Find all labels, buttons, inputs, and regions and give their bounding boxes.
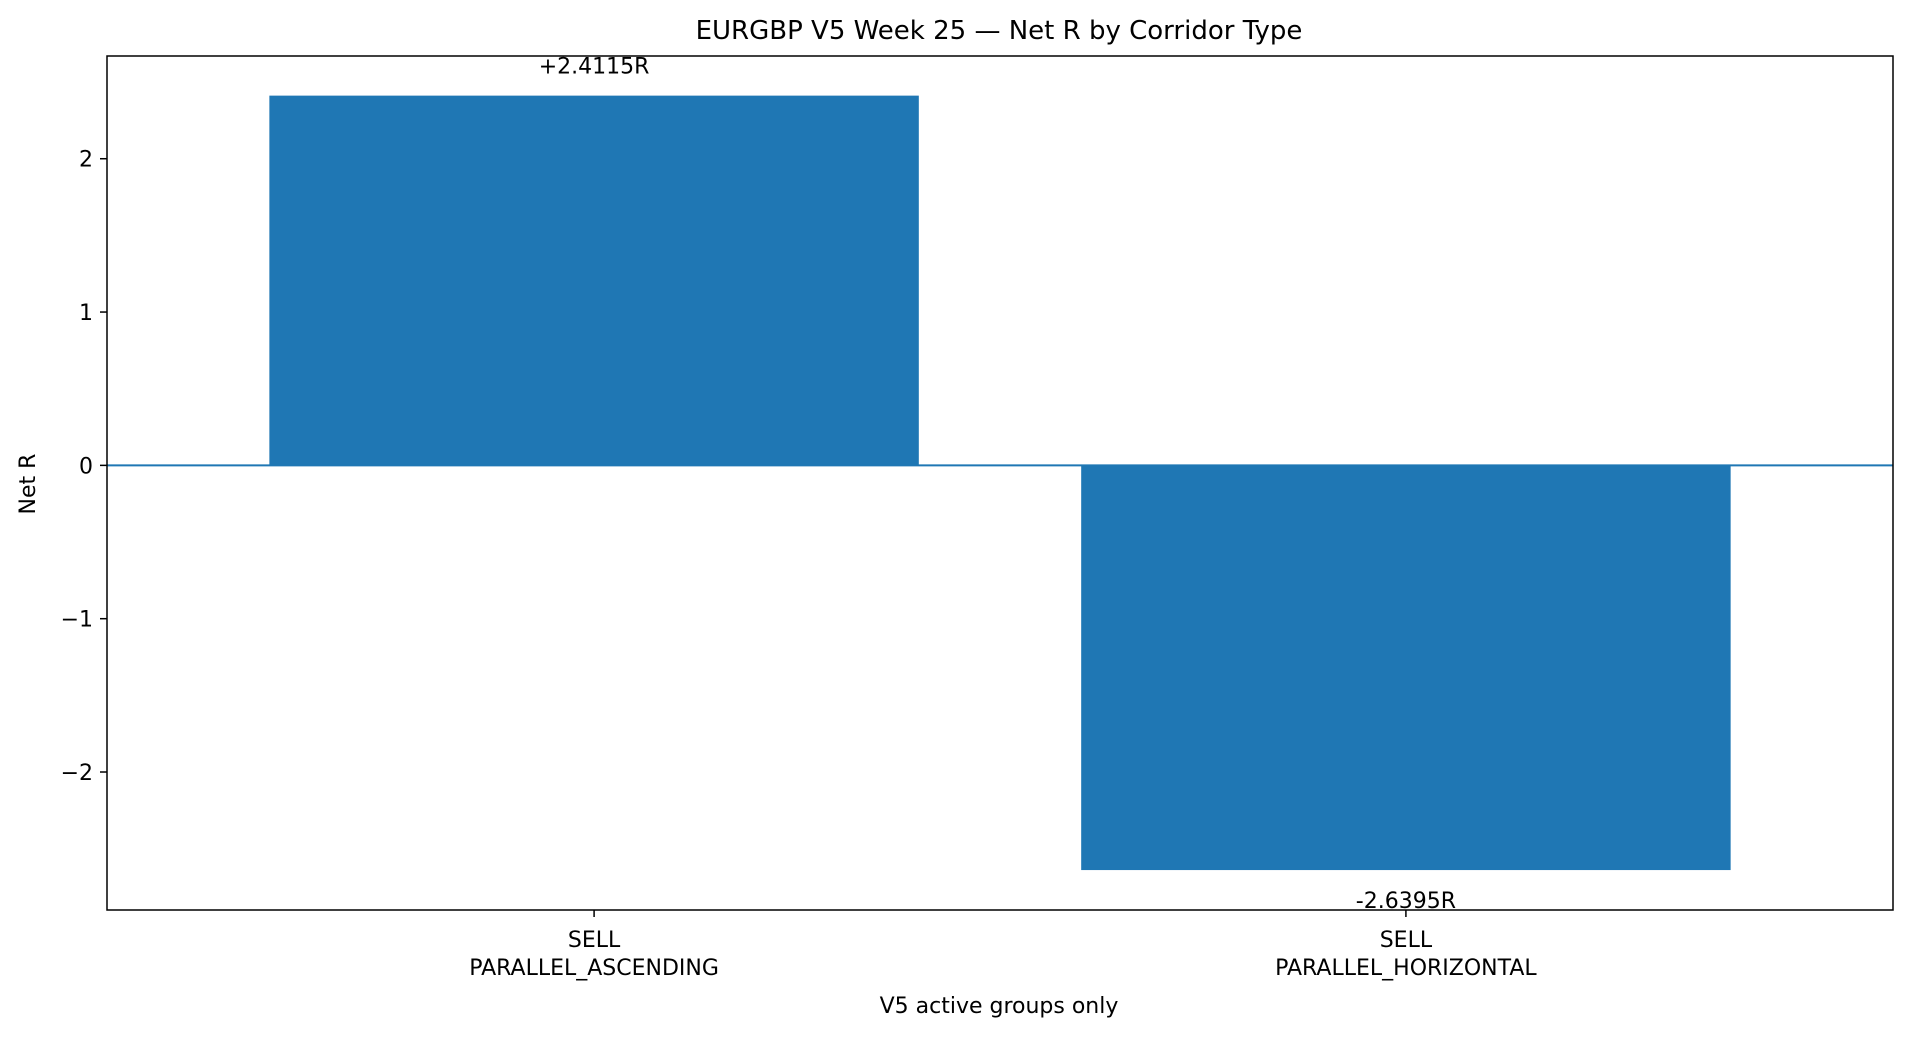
x-tick-label: PARALLEL_HORIZONTAL xyxy=(1275,956,1537,981)
y-axis-label: Net R xyxy=(16,454,41,515)
y-tick-label: 1 xyxy=(79,301,93,326)
x-tick-label: SELL xyxy=(568,928,621,953)
y-tick-label: 2 xyxy=(79,148,93,173)
plot-area: 2 1 0 −1 −2 SELL PARALLEL_ASCENDING SELL PARALLE… xyxy=(61,55,1894,981)
bar-value-label: -2.6395R xyxy=(1356,889,1456,914)
x-axis-label: V5 active groups only xyxy=(880,994,1119,1019)
bar-value-label: +2.4115R xyxy=(539,55,650,80)
x-tick-label: SELL xyxy=(1380,928,1433,953)
y-tick-label: −2 xyxy=(61,761,93,786)
x-tick-label: PARALLEL_ASCENDING xyxy=(469,956,719,981)
y-tick-label: 0 xyxy=(79,454,93,479)
bar xyxy=(269,95,919,466)
bar xyxy=(1081,465,1731,871)
plot-frame xyxy=(106,55,1894,911)
chart-title: EURGBP V5 Week 25 — Net R by Corridor Ty… xyxy=(696,16,1303,46)
y-tick-label: −1 xyxy=(61,608,93,633)
